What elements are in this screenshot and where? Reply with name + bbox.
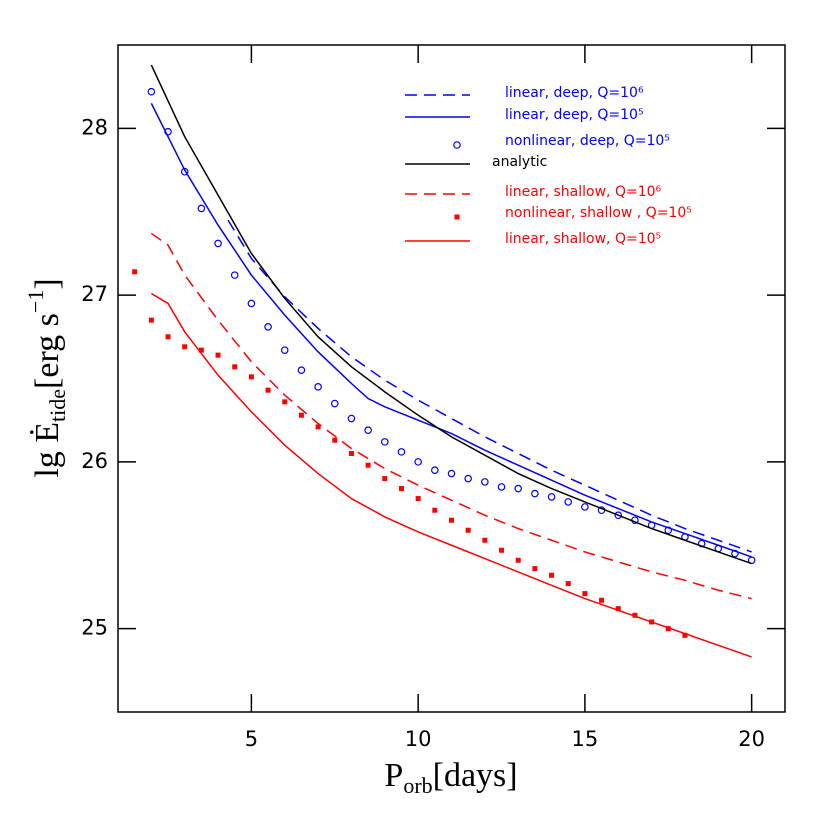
point — [415, 496, 421, 502]
legend-label: linear, deep, Q=10⁵ — [505, 107, 644, 123]
plot-frame — [117, 44, 786, 713]
legend-label: linear, shallow, Q=10⁶ — [505, 184, 662, 200]
point — [264, 323, 272, 331]
point — [248, 374, 254, 380]
point — [549, 572, 555, 578]
x-tick-label: 20 — [738, 727, 765, 751]
legend-label: nonlinear, shallow , Q=10⁵ — [505, 205, 692, 221]
series-line — [227, 219, 752, 553]
legend-marker — [454, 214, 460, 220]
point — [531, 489, 539, 498]
series-line — [150, 292, 752, 658]
legend-label: linear, shallow, Q=10⁵ — [505, 231, 661, 247]
point — [282, 399, 288, 405]
x-label-part: P — [384, 757, 403, 794]
point — [481, 478, 489, 486]
series-line — [150, 64, 752, 565]
point — [132, 269, 138, 275]
point — [398, 486, 404, 492]
point — [380, 438, 389, 446]
point — [197, 204, 206, 213]
series-line — [150, 232, 752, 600]
point — [365, 462, 371, 468]
x-tick-label: 10 — [405, 727, 432, 751]
point — [332, 437, 338, 443]
point — [280, 346, 289, 354]
x-label-sub: orb — [403, 773, 432, 798]
point — [164, 127, 172, 136]
point — [247, 299, 256, 308]
legend-label: nonlinear, deep, Q=10⁵ — [505, 133, 670, 149]
point — [298, 412, 304, 418]
x-tick-label: 5 — [245, 727, 258, 751]
point — [431, 466, 439, 475]
point — [731, 549, 739, 558]
point — [482, 537, 488, 543]
point — [330, 399, 339, 408]
x-axis-label: Porb[days] — [384, 757, 517, 798]
point — [347, 414, 356, 423]
point — [532, 566, 538, 572]
point — [414, 458, 422, 466]
y-tick-label: 26 — [81, 449, 108, 473]
point — [682, 632, 688, 638]
x-label-part: [days] — [433, 757, 518, 794]
point — [230, 271, 239, 279]
legend-label: analytic — [492, 154, 547, 170]
point — [564, 498, 573, 506]
point — [665, 626, 671, 632]
point — [664, 526, 673, 535]
y-label-sub: tide — [45, 389, 70, 422]
point — [382, 476, 388, 482]
point — [432, 507, 438, 513]
point — [632, 612, 638, 618]
point — [614, 511, 623, 520]
y-tick-label: 28 — [81, 115, 108, 139]
point — [165, 334, 171, 340]
y-tick-label: 27 — [81, 282, 108, 306]
point — [547, 493, 556, 501]
point — [148, 317, 154, 323]
legend-label: linear, deep, Q=10⁶ — [505, 85, 644, 101]
legend-marker — [453, 141, 461, 149]
point — [397, 448, 406, 456]
point — [180, 167, 189, 176]
x-tick-label: 15 — [572, 727, 599, 751]
point — [265, 387, 271, 393]
point — [499, 547, 505, 553]
point — [314, 383, 322, 391]
series-line — [150, 103, 752, 558]
y-label-sup: −1 — [23, 290, 48, 313]
point — [599, 597, 605, 603]
y-label-part: [erg s — [29, 313, 66, 389]
point — [497, 483, 506, 491]
point — [315, 424, 321, 430]
point — [514, 484, 523, 493]
point — [449, 517, 454, 523]
point — [582, 591, 588, 597]
point — [147, 87, 156, 96]
point — [515, 557, 521, 563]
y-axis-label: lg Ėtide[erg s−1] — [23, 278, 70, 477]
point — [198, 347, 204, 353]
point — [465, 527, 471, 533]
point — [214, 239, 222, 248]
y-tick-label: 25 — [81, 616, 108, 640]
point — [182, 344, 188, 350]
point — [447, 469, 456, 478]
point — [581, 503, 589, 511]
point — [464, 474, 472, 483]
point — [615, 606, 621, 612]
point — [364, 426, 372, 434]
point — [297, 366, 306, 374]
point — [565, 581, 571, 587]
point — [348, 451, 354, 457]
point — [232, 364, 238, 370]
y-label-part: lg Ė — [29, 422, 66, 478]
point — [215, 352, 221, 358]
y-label-part: ] — [29, 278, 66, 289]
